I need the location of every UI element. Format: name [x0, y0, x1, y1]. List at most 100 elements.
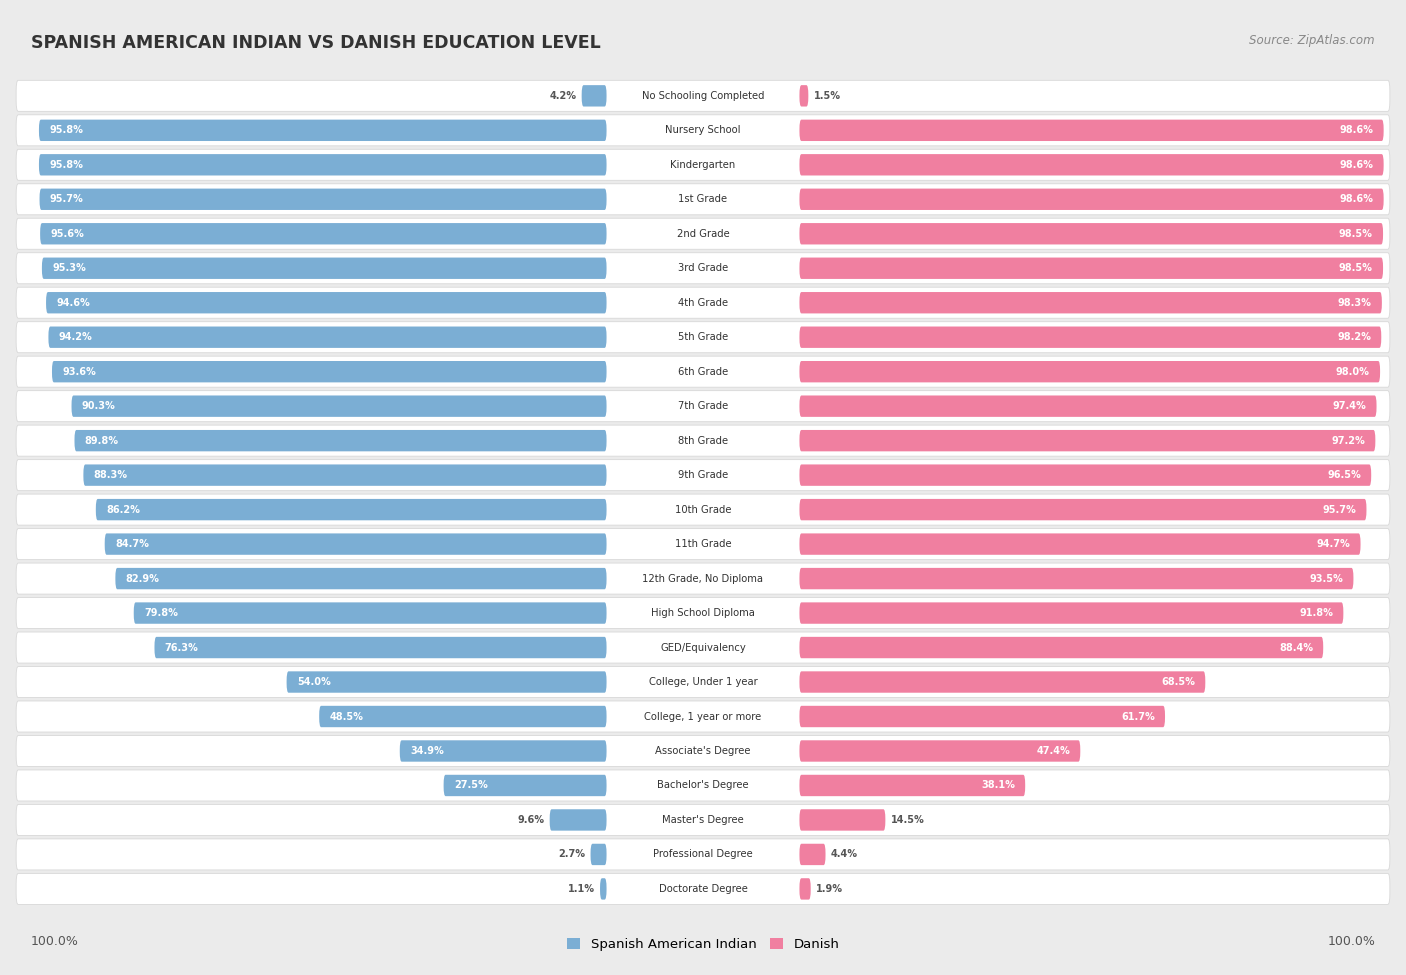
- Text: 4.2%: 4.2%: [550, 91, 576, 100]
- FancyBboxPatch shape: [800, 257, 1384, 279]
- Text: Nursery School: Nursery School: [665, 126, 741, 136]
- FancyBboxPatch shape: [800, 878, 811, 900]
- Text: 98.6%: 98.6%: [1340, 194, 1374, 205]
- FancyBboxPatch shape: [800, 603, 1343, 624]
- FancyBboxPatch shape: [800, 809, 886, 831]
- Text: Source: ZipAtlas.com: Source: ZipAtlas.com: [1250, 34, 1375, 47]
- Text: 90.3%: 90.3%: [82, 401, 115, 411]
- FancyBboxPatch shape: [800, 223, 1384, 245]
- FancyBboxPatch shape: [800, 430, 1375, 451]
- FancyBboxPatch shape: [42, 257, 606, 279]
- FancyBboxPatch shape: [96, 499, 606, 521]
- Text: Kindergarten: Kindergarten: [671, 160, 735, 170]
- Text: 95.8%: 95.8%: [49, 160, 83, 170]
- FancyBboxPatch shape: [15, 874, 1391, 905]
- FancyBboxPatch shape: [155, 637, 606, 658]
- Text: 5th Grade: 5th Grade: [678, 332, 728, 342]
- FancyBboxPatch shape: [800, 327, 1381, 348]
- Text: 97.2%: 97.2%: [1331, 436, 1365, 446]
- FancyBboxPatch shape: [15, 598, 1391, 629]
- FancyBboxPatch shape: [15, 632, 1391, 663]
- Text: 98.0%: 98.0%: [1336, 367, 1369, 376]
- Text: 82.9%: 82.9%: [125, 573, 160, 584]
- FancyBboxPatch shape: [15, 770, 1391, 801]
- Text: 88.3%: 88.3%: [94, 470, 128, 480]
- FancyBboxPatch shape: [75, 430, 606, 451]
- Text: High School Diploma: High School Diploma: [651, 608, 755, 618]
- FancyBboxPatch shape: [600, 878, 606, 900]
- Text: 27.5%: 27.5%: [454, 780, 488, 791]
- FancyBboxPatch shape: [39, 188, 606, 210]
- Text: College, Under 1 year: College, Under 1 year: [648, 677, 758, 687]
- Text: 1.1%: 1.1%: [568, 884, 595, 894]
- FancyBboxPatch shape: [287, 672, 606, 692]
- Text: 79.8%: 79.8%: [143, 608, 179, 618]
- FancyBboxPatch shape: [46, 292, 606, 313]
- FancyBboxPatch shape: [800, 85, 808, 106]
- Text: Master's Degree: Master's Degree: [662, 815, 744, 825]
- Text: 88.4%: 88.4%: [1279, 643, 1313, 652]
- FancyBboxPatch shape: [319, 706, 606, 727]
- FancyBboxPatch shape: [41, 223, 606, 245]
- Text: 100.0%: 100.0%: [1327, 935, 1375, 948]
- Text: 94.7%: 94.7%: [1316, 539, 1350, 549]
- FancyBboxPatch shape: [15, 322, 1391, 353]
- Text: 48.5%: 48.5%: [329, 712, 363, 722]
- Text: 95.3%: 95.3%: [52, 263, 86, 273]
- Text: 94.2%: 94.2%: [59, 332, 93, 342]
- Text: 76.3%: 76.3%: [165, 643, 198, 652]
- Text: 6th Grade: 6th Grade: [678, 367, 728, 376]
- FancyBboxPatch shape: [15, 149, 1391, 180]
- Text: SPANISH AMERICAN INDIAN VS DANISH EDUCATION LEVEL: SPANISH AMERICAN INDIAN VS DANISH EDUCAT…: [31, 34, 600, 52]
- FancyBboxPatch shape: [39, 154, 606, 176]
- FancyBboxPatch shape: [15, 183, 1391, 214]
- FancyBboxPatch shape: [800, 843, 825, 865]
- Text: College, 1 year or more: College, 1 year or more: [644, 712, 762, 722]
- Text: Doctorate Degree: Doctorate Degree: [658, 884, 748, 894]
- FancyBboxPatch shape: [800, 188, 1384, 210]
- Text: 3rd Grade: 3rd Grade: [678, 263, 728, 273]
- Text: No Schooling Completed: No Schooling Completed: [641, 91, 765, 100]
- Text: 94.6%: 94.6%: [56, 297, 90, 308]
- FancyBboxPatch shape: [15, 425, 1391, 456]
- FancyBboxPatch shape: [15, 528, 1391, 560]
- Text: 4th Grade: 4th Grade: [678, 297, 728, 308]
- FancyBboxPatch shape: [115, 567, 606, 589]
- Text: 98.6%: 98.6%: [1340, 160, 1374, 170]
- FancyBboxPatch shape: [800, 740, 1080, 761]
- Text: 2nd Grade: 2nd Grade: [676, 229, 730, 239]
- Text: 54.0%: 54.0%: [297, 677, 330, 687]
- FancyBboxPatch shape: [550, 809, 606, 831]
- FancyBboxPatch shape: [15, 288, 1391, 318]
- FancyBboxPatch shape: [444, 775, 606, 797]
- FancyBboxPatch shape: [591, 843, 606, 865]
- Text: 61.7%: 61.7%: [1121, 712, 1154, 722]
- Text: 4.4%: 4.4%: [831, 849, 858, 859]
- Text: 95.6%: 95.6%: [51, 229, 84, 239]
- Text: 11th Grade: 11th Grade: [675, 539, 731, 549]
- FancyBboxPatch shape: [800, 154, 1384, 176]
- FancyBboxPatch shape: [15, 218, 1391, 250]
- Text: 9.6%: 9.6%: [517, 815, 544, 825]
- Text: 96.5%: 96.5%: [1327, 470, 1361, 480]
- Text: 47.4%: 47.4%: [1036, 746, 1070, 756]
- Text: 95.7%: 95.7%: [1323, 505, 1357, 515]
- Text: 68.5%: 68.5%: [1161, 677, 1195, 687]
- FancyBboxPatch shape: [15, 804, 1391, 836]
- FancyBboxPatch shape: [72, 396, 606, 417]
- FancyBboxPatch shape: [582, 85, 606, 106]
- FancyBboxPatch shape: [83, 464, 606, 486]
- FancyBboxPatch shape: [15, 494, 1391, 526]
- FancyBboxPatch shape: [800, 396, 1376, 417]
- FancyBboxPatch shape: [15, 667, 1391, 697]
- FancyBboxPatch shape: [39, 120, 606, 141]
- FancyBboxPatch shape: [800, 775, 1025, 797]
- Text: 93.5%: 93.5%: [1309, 573, 1343, 584]
- FancyBboxPatch shape: [800, 499, 1367, 521]
- Text: 8th Grade: 8th Grade: [678, 436, 728, 446]
- Text: 93.6%: 93.6%: [62, 367, 96, 376]
- Text: 86.2%: 86.2%: [107, 505, 141, 515]
- Legend: Spanish American Indian, Danish: Spanish American Indian, Danish: [561, 933, 845, 956]
- Text: 7th Grade: 7th Grade: [678, 401, 728, 411]
- Text: 98.2%: 98.2%: [1337, 332, 1371, 342]
